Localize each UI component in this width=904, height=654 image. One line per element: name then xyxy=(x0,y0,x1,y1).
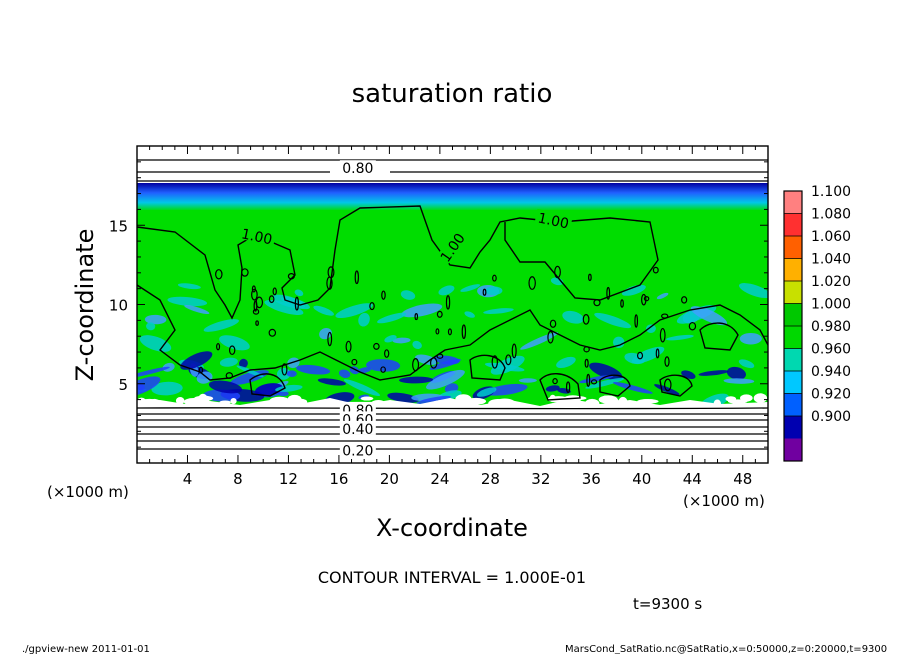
x-tick-label: 4 xyxy=(183,470,193,488)
y-unit-label: (×1000 m) xyxy=(47,483,129,501)
x-tick-label: 12 xyxy=(279,470,298,488)
colorbar-label: 0.980 xyxy=(811,319,851,335)
y-axis-ticks: 5 10 15 xyxy=(109,161,768,448)
contour-label-bg xyxy=(238,224,277,246)
colorbar-label: 1.100 xyxy=(811,184,851,200)
contour-label: 1.00 xyxy=(536,210,570,232)
colorbar-label: 1.000 xyxy=(811,297,851,313)
contour-label: 0.80 xyxy=(342,161,373,177)
colorbar-swatch xyxy=(784,348,802,372)
x-tick-label: 36 xyxy=(582,470,601,488)
contour-label-bg xyxy=(534,208,573,231)
colorbar-label: 1.020 xyxy=(811,274,851,290)
colorbar-swatch xyxy=(784,371,802,394)
time-label: t=9300 s xyxy=(633,595,702,613)
colorbar-swatch xyxy=(784,213,802,237)
chart-title: saturation ratio xyxy=(352,79,553,109)
colorbar-swatch xyxy=(784,191,802,214)
contour-label-bg xyxy=(339,420,376,435)
colorbar-label: 0.900 xyxy=(811,409,851,425)
contour-label: 0.40 xyxy=(342,422,373,438)
contour-label-bg xyxy=(435,228,468,266)
colorbar-swatch xyxy=(784,438,802,462)
colorbar-label: 1.060 xyxy=(811,229,851,245)
x-tick-label: 8 xyxy=(233,470,243,488)
colorbar: 1.100 1.080 1.060 1.040 1.020 1.000 0.980 0.960… xyxy=(783,184,851,462)
colorbar-swatch xyxy=(784,393,802,417)
x-tick-label: 24 xyxy=(430,470,449,488)
x-unit-label: (×1000 m) xyxy=(683,492,765,510)
colorbar-swatch xyxy=(784,303,802,327)
x-tick-label: 28 xyxy=(481,470,500,488)
colorbar-label: 0.960 xyxy=(811,342,851,358)
colorbar-label: 1.080 xyxy=(811,207,851,223)
contour-label-bg xyxy=(339,442,376,457)
lower-contours xyxy=(137,407,768,450)
y-axis-label: Z-coordinate xyxy=(71,229,99,382)
y-tick-label: 5 xyxy=(118,376,128,394)
x-axis-label: X-coordinate xyxy=(376,514,528,542)
x-tick-label: 44 xyxy=(683,470,702,488)
colorbar-swatch xyxy=(784,281,802,304)
x-axis-ticks: 4 8 12 16 20 24 28 32 36 40 44 48 xyxy=(149,146,756,488)
contour-label: 0.20 xyxy=(342,443,373,459)
contour-interval-text: CONTOUR INTERVAL = 1.000E-01 xyxy=(318,568,586,587)
colorbar-label: 1.040 xyxy=(811,252,851,268)
contour-labels: 0.801.00 1.001.000.800.600.400.20 xyxy=(238,160,573,459)
upper-contours xyxy=(137,159,768,182)
heatmap-field xyxy=(137,146,768,463)
upper-clear-region xyxy=(137,146,768,186)
x-tick-label: 32 xyxy=(531,470,550,488)
small-contour-specks xyxy=(198,265,697,394)
colorbar-swatch xyxy=(784,416,802,439)
footer-left: ./gpview-new 2011-01-01 xyxy=(22,644,150,654)
colorbar-label: 0.920 xyxy=(811,387,851,403)
colorbar-label: 0.940 xyxy=(811,364,851,380)
y-tick-label: 15 xyxy=(109,217,128,235)
upper-transition-band xyxy=(137,183,768,211)
footer-right: MarsCond_SatRatio.nc@SatRatio,x=0:50000,… xyxy=(565,644,887,654)
x-tick-label: 48 xyxy=(733,470,752,488)
colorbar-swatch xyxy=(784,236,802,259)
y-tick-label: 10 xyxy=(109,297,128,315)
x-tick-label: 20 xyxy=(380,470,399,488)
x-tick-label: 40 xyxy=(632,470,651,488)
contour-label-bg xyxy=(339,160,376,175)
colorbar-swatch xyxy=(784,326,802,349)
colorbar-swatch xyxy=(784,258,802,282)
x-tick-label: 16 xyxy=(329,470,348,488)
contour-label: 1.00 xyxy=(240,226,274,248)
